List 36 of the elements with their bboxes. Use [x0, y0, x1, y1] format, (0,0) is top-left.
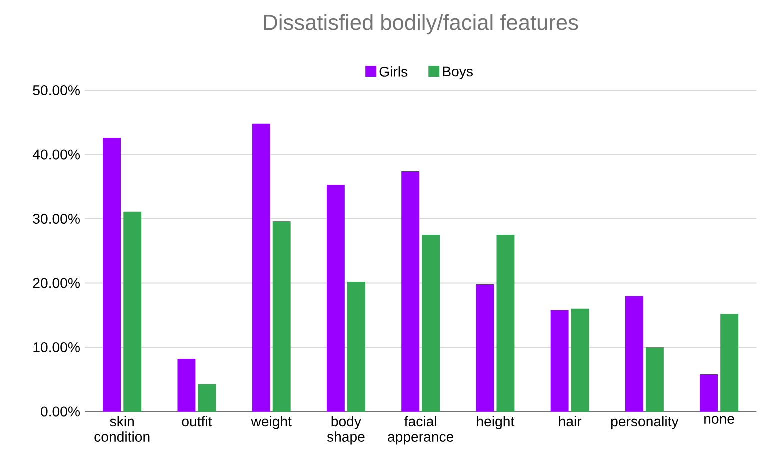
legend-label: Boys: [443, 66, 473, 80]
y-tick-label: 10.00%: [34, 342, 80, 352]
bar: [496, 234, 515, 412]
x-tick-label: skin condition: [94, 416, 150, 442]
x-tick-label: personality: [611, 416, 679, 430]
bar: [550, 310, 569, 412]
y-tick-label: 20.00%: [33, 278, 80, 288]
bar: [700, 374, 718, 412]
bar: [571, 308, 590, 412]
chart-title: Dissatisfied bodily/facial features: [264, 14, 578, 35]
x-tick-label: body shape: [327, 416, 365, 445]
x-tick-label: outfit: [182, 416, 212, 427]
bar: [252, 124, 270, 412]
bar: [720, 314, 739, 412]
bar: [103, 138, 122, 412]
bar: [178, 358, 196, 412]
x-tick-label: facial apperance: [388, 416, 454, 445]
bar: [625, 296, 644, 412]
bar: [124, 212, 142, 412]
bar: [476, 284, 494, 412]
bar: [646, 347, 664, 412]
bar: [422, 234, 440, 412]
bar: [348, 282, 366, 412]
x-tick-label: none: [704, 416, 734, 424]
bar: [198, 384, 216, 412]
y-tick-label: 50.00%: [33, 85, 80, 96]
y-tick-label: 0.00%: [41, 406, 80, 417]
bar: [402, 171, 420, 412]
x-tick-label: weight: [251, 416, 292, 430]
x-tick-label: height: [477, 416, 515, 430]
x-tick-label: hair: [559, 416, 582, 427]
y-tick-label: 30.00%: [33, 214, 80, 224]
bar: [272, 221, 291, 412]
y-tick-label: 40.00%: [32, 150, 80, 160]
legend-label: Girls: [380, 66, 408, 77]
bar: [326, 184, 345, 412]
